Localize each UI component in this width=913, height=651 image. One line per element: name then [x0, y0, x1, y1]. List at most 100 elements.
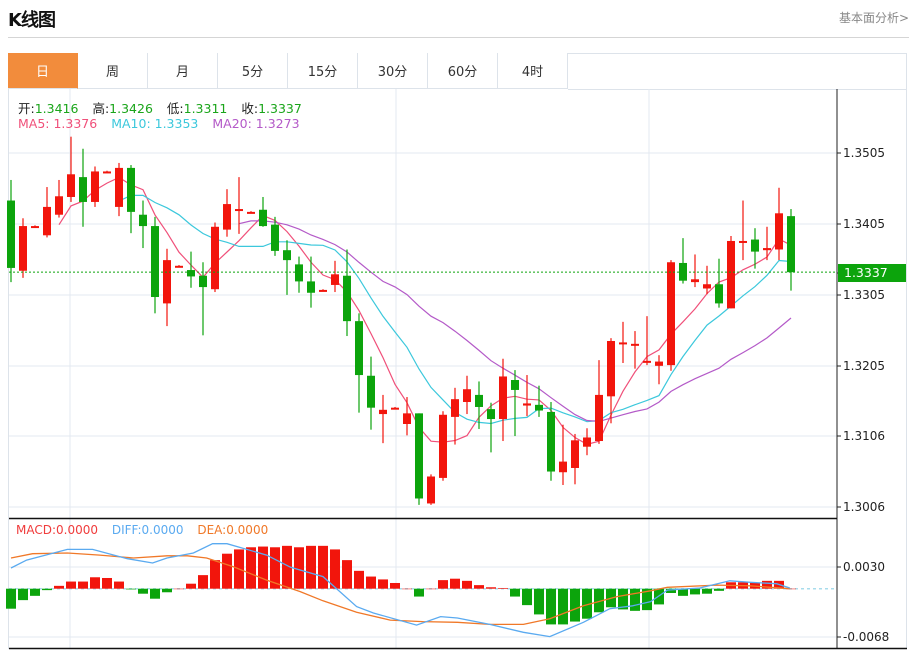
candle-down — [367, 375, 375, 408]
macd-bar — [198, 575, 208, 589]
candle-up — [31, 226, 39, 229]
candle-up — [775, 213, 783, 250]
macd-bar — [102, 577, 112, 589]
macd-tick: 0.0030 — [843, 560, 885, 574]
macd-bar — [66, 581, 76, 589]
ma20-value: MA20: 1.3273 — [212, 116, 300, 131]
macd-bar — [486, 587, 496, 589]
macd-bar — [762, 580, 772, 589]
macd-bar — [558, 588, 568, 625]
macd-bar — [438, 580, 448, 589]
candle-down — [7, 200, 15, 268]
macd-bar — [498, 587, 508, 589]
tab-4hour[interactable]: 4时 — [498, 53, 568, 89]
macd-bar — [270, 547, 280, 589]
candle-up — [439, 414, 447, 478]
candle-down — [355, 321, 363, 376]
candle-up — [67, 174, 75, 197]
candle-up — [19, 226, 27, 271]
price-tick: 1.3106 — [843, 429, 885, 443]
macd-bar — [366, 576, 376, 589]
candle-down — [199, 275, 207, 288]
tab-15min[interactable]: 15分 — [288, 53, 358, 89]
candle-up — [235, 209, 243, 212]
macd-bar — [150, 588, 160, 599]
macd-bar — [294, 547, 304, 589]
macd-bar — [450, 578, 460, 589]
ma5-value: MA5: 1.3376 — [18, 116, 98, 131]
macd-bar — [714, 588, 724, 591]
macd-bar — [138, 588, 148, 594]
candle-up — [727, 240, 735, 309]
tab-month[interactable]: 月 — [148, 53, 218, 89]
tab-5min[interactable]: 5分 — [218, 53, 288, 89]
candle-up — [427, 476, 435, 504]
candle-up — [91, 171, 99, 202]
tab-week[interactable]: 周 — [78, 53, 148, 89]
tab-60min[interactable]: 60分 — [428, 53, 498, 89]
ohlc-legend: 开:1.3416 高:1.3426 低:1.3311 收:1.3337 — [18, 98, 306, 117]
macd-bar — [162, 588, 172, 593]
price-tick: 1.3006 — [843, 500, 885, 514]
candle-down — [535, 404, 543, 411]
candle-up — [691, 279, 699, 283]
close-value: 1.3337 — [258, 101, 302, 116]
candle-down — [151, 226, 159, 298]
low-label: 低: — [166, 101, 184, 116]
candle-down — [295, 264, 303, 282]
fundamental-analysis-link[interactable]: 基本面分析> — [838, 11, 909, 25]
macd-bar — [222, 553, 232, 589]
open-label: 开: — [18, 101, 35, 116]
dea-value: DEA:0.0000 — [197, 523, 269, 537]
candle-down — [283, 250, 291, 261]
candle-down — [475, 394, 483, 407]
macd-bar — [282, 545, 292, 589]
candle-down — [259, 209, 267, 227]
candle-up — [571, 440, 579, 468]
candle-down — [715, 284, 723, 304]
macd-bar — [78, 581, 88, 589]
price-tick: 1.3305 — [843, 288, 885, 302]
macd-tick: -0.0068 — [843, 630, 890, 644]
macd-bar — [30, 588, 40, 596]
macd-bar — [702, 588, 712, 594]
candle-up — [331, 274, 339, 285]
candle-down — [271, 224, 279, 251]
low-value: 1.3311 — [183, 101, 228, 116]
candle-up — [319, 289, 327, 292]
candle-down — [487, 409, 495, 420]
macd-bar — [786, 588, 796, 590]
macd-value: MACD:0.0000 — [16, 523, 99, 537]
candle-up — [763, 248, 771, 251]
macd-bar — [54, 585, 64, 589]
tab-day[interactable]: 日 — [8, 53, 78, 89]
candle-up — [379, 409, 387, 415]
macd-bar — [666, 588, 676, 593]
candle-down — [415, 413, 423, 499]
candle-down — [787, 216, 795, 273]
macd-bar — [114, 581, 124, 589]
macd-bar — [594, 588, 604, 613]
candle-down — [307, 281, 315, 293]
candle-up — [739, 240, 747, 243]
candle-down — [547, 411, 555, 472]
candle-down — [751, 239, 759, 252]
price-tick: 1.3205 — [843, 359, 885, 373]
macd-bar — [18, 588, 28, 601]
diff-line — [10, 543, 791, 638]
candle-up — [523, 403, 531, 406]
candle-down — [343, 275, 351, 322]
macd-bar — [210, 560, 220, 589]
page-title: K线图 — [8, 10, 56, 31]
candle-up — [607, 340, 615, 397]
macd-bar — [402, 588, 412, 590]
macd-bar — [342, 560, 352, 589]
diff-value: DIFF:0.0000 — [111, 523, 184, 537]
candle-up — [463, 389, 471, 403]
open-value: 1.3416 — [34, 101, 79, 116]
ma-legend: MA5: 1.3376 MA10: 1.3353 MA20: 1.3273 — [18, 116, 304, 131]
tab-30min[interactable]: 30分 — [358, 53, 428, 89]
candle-up — [631, 343, 639, 346]
candle-up — [223, 204, 231, 230]
